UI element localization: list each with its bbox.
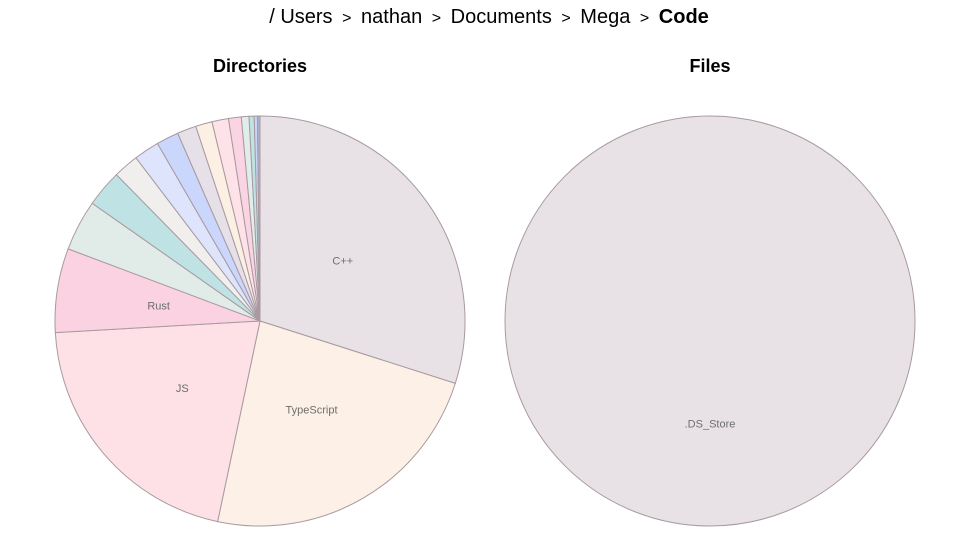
breadcrumb-separator: > [342,10,352,27]
directories-chart-title: Directories [212,56,308,76]
files-slice-ds-store[interactable] [504,115,916,527]
breadcrumb-item-documents[interactable]: Documents [450,6,552,28]
files-pie: .DS_Store [504,115,916,527]
directories-slice-item-16[interactable] [256,115,261,322]
directories-slice-label: JS [176,383,189,395]
breadcrumb-item-users[interactable]: Users [280,6,333,28]
directories-slice-typescript[interactable] [217,320,456,527]
directories-slice-js[interactable] [54,320,261,523]
breadcrumb: / Users > nathan > Documents > Mega > Co… [0,4,978,32]
breadcrumb-item-nathan[interactable]: nathan [361,6,423,28]
breadcrumb-separator: > [561,10,571,27]
breadcrumb-root[interactable]: / [269,6,275,28]
files-chart-title: Files [689,56,731,76]
directories-slice-label: C++ [332,256,353,268]
directories-slice-label: TypeScript [286,405,338,417]
directories-slice-label: Rust [147,301,170,313]
files-slice-label: .DS_Store [685,419,736,431]
directories-slice-c[interactable] [259,115,466,384]
breadcrumb-item-mega[interactable]: Mega [580,6,631,28]
breadcrumb-current: Code [658,6,709,28]
directories-pie: C++ TypeScript JS Rust [54,115,466,527]
breadcrumb-separator: > [639,10,650,27]
breadcrumb-separator: > [431,10,442,27]
